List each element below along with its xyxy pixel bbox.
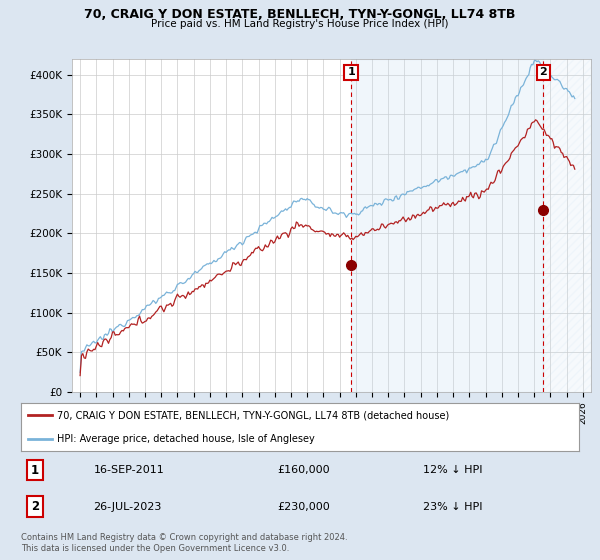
Text: Price paid vs. HM Land Registry's House Price Index (HPI): Price paid vs. HM Land Registry's House … xyxy=(151,19,449,29)
Text: 70, CRAIG Y DON ESTATE, BENLLECH, TYN-Y-GONGL, LL74 8TB (detached house): 70, CRAIG Y DON ESTATE, BENLLECH, TYN-Y-… xyxy=(57,410,449,420)
Text: 2: 2 xyxy=(31,500,39,513)
Text: 26-JUL-2023: 26-JUL-2023 xyxy=(94,502,162,511)
Bar xyxy=(544,59,591,392)
Text: £230,000: £230,000 xyxy=(278,502,331,511)
Text: £160,000: £160,000 xyxy=(278,465,331,475)
Text: 12% ↓ HPI: 12% ↓ HPI xyxy=(423,465,482,475)
Text: 23% ↓ HPI: 23% ↓ HPI xyxy=(423,502,482,511)
Text: 16-SEP-2011: 16-SEP-2011 xyxy=(94,465,164,475)
Text: 2: 2 xyxy=(539,67,547,77)
Text: 1: 1 xyxy=(31,464,39,477)
Bar xyxy=(351,59,544,392)
Text: Contains HM Land Registry data © Crown copyright and database right 2024.
This d: Contains HM Land Registry data © Crown c… xyxy=(21,533,347,553)
Text: 1: 1 xyxy=(347,67,355,77)
Text: 70, CRAIG Y DON ESTATE, BENLLECH, TYN-Y-GONGL, LL74 8TB: 70, CRAIG Y DON ESTATE, BENLLECH, TYN-Y-… xyxy=(85,8,515,21)
Text: HPI: Average price, detached house, Isle of Anglesey: HPI: Average price, detached house, Isle… xyxy=(57,434,315,444)
